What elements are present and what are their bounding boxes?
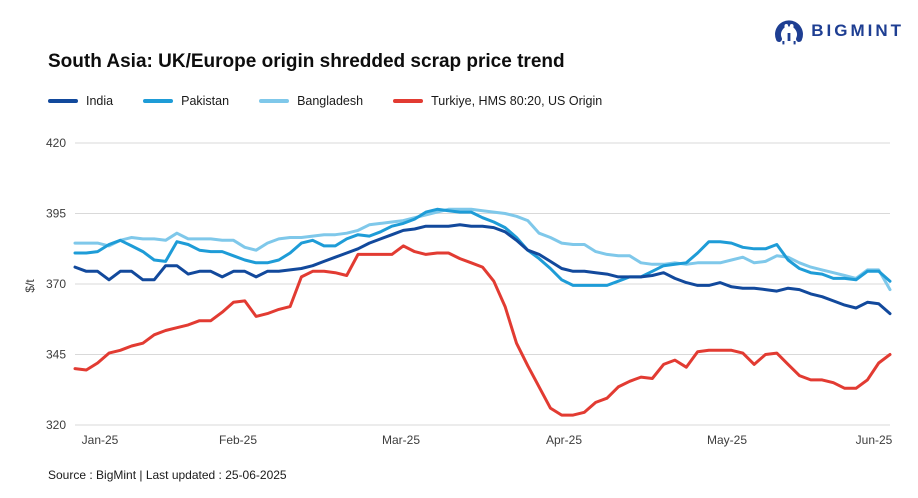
legend-label: India: [86, 94, 114, 108]
price-chart: 320 345 370 395 420 Jan-25 Feb-25 Mar-25 Apr-25 M…: [23, 136, 893, 447]
x-tick-label: Jun-25: [856, 433, 893, 447]
bigmint-logo-text: BIGMINT: [811, 21, 904, 40]
x-tick-label: Apr-25: [546, 433, 582, 447]
x-tick-label: Mar-25: [382, 433, 420, 447]
legend-swatch: [393, 99, 424, 103]
y-tick-label: 345: [46, 348, 66, 362]
y-axis-title: $/t: [23, 279, 37, 293]
y-tick-label: 420: [46, 136, 66, 150]
series-line-pakistan: [73, 207, 892, 287]
legend-swatch: [259, 99, 290, 103]
legend: India Pakistan Bangladesh Turkiye, HMS 80:2…: [48, 94, 632, 108]
axis-labels: 320 345 370 395 420 Jan-25 Feb-25 Mar-25 Apr-25 M…: [46, 136, 893, 447]
series-lines: [73, 207, 892, 417]
source-note: Source : BigMint | Last updated : 25-06-…: [48, 468, 287, 482]
x-tick-label: Feb-25: [219, 433, 257, 447]
legend-swatch: [143, 99, 174, 103]
series-line-bangladesh: [73, 207, 892, 292]
bigmint-logo-icon: [775, 20, 804, 45]
y-tick-label: 320: [46, 418, 66, 432]
x-tick-label: Jan-25: [82, 433, 119, 447]
series-line-india: [73, 223, 892, 316]
legend-label: Pakistan: [181, 94, 230, 108]
legend-label: Bangladesh: [297, 94, 364, 108]
series-line-turkiye: [73, 244, 892, 417]
bigmint-logo: BIGMINT: [774, 15, 904, 47]
legend-swatch: [48, 99, 78, 103]
gridlines: [75, 142, 890, 426]
y-tick-label: 370: [46, 277, 66, 291]
legend-item: Pakistan: [143, 94, 229, 108]
legend-item: Bangladesh: [259, 94, 363, 108]
x-tick-label: May-25: [707, 433, 747, 447]
chart-area: 320 345 370 395 420 Jan-25 Feb-25 Mar-25 Apr-25 M…: [0, 120, 918, 460]
legend-item: India: [48, 94, 113, 108]
y-tick-label: 395: [46, 207, 66, 221]
legend-label: Turkiye, HMS 80:20, US Origin: [431, 94, 603, 108]
legend-item: Turkiye, HMS 80:20, US Origin: [393, 94, 602, 108]
chart-title: South Asia: UK/Europe origin shredded sc…: [48, 51, 565, 72]
